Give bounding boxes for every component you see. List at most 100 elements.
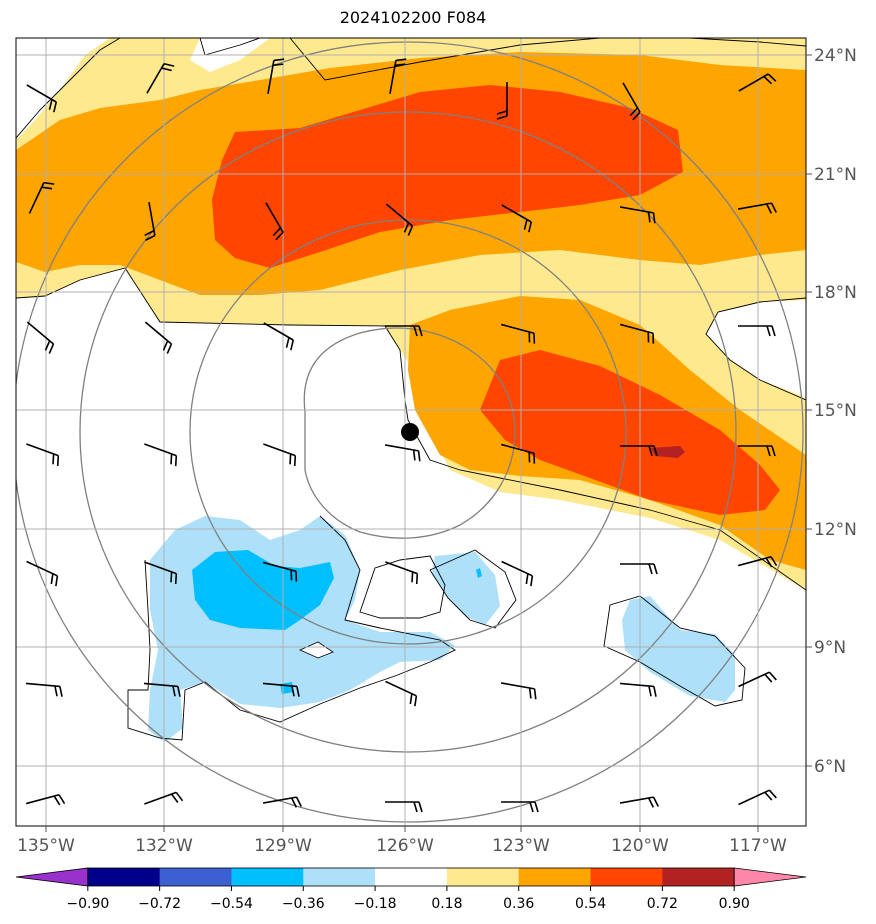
colorbar: −0.90 −0.72 −0.54 −0.36 −0.18 0.18 0.36 0.54 0.7…: [15, 867, 807, 912]
lon-label: 126°W: [376, 836, 434, 856]
wind-barb: [500, 323, 536, 344]
wind-barb: [619, 682, 657, 697]
lat-label: 15°N: [814, 401, 857, 421]
colorbar-tick-label: 0.72: [647, 896, 678, 912]
wind-barb: [738, 789, 777, 806]
fill-darkred: [650, 446, 685, 458]
wind-barbs: [25, 58, 778, 813]
wind-barb: [26, 321, 55, 354]
wind-barb: [385, 203, 414, 236]
wind-barb: [25, 682, 63, 697]
wind-barb: [262, 796, 302, 808]
colorbar-tick-label: 0.90: [719, 896, 750, 912]
wind-barb: [267, 58, 285, 95]
wind-barb: [738, 73, 777, 92]
wind-barb: [501, 560, 534, 587]
wind-barb: [28, 181, 55, 214]
wind-barb: [385, 325, 423, 337]
axis-ticks: [45, 54, 812, 832]
colorbar-cell: [231, 868, 304, 886]
fill-lightblue-small: [432, 552, 500, 625]
colorbar-cell: [159, 868, 232, 886]
range-rings: [16, 41, 804, 823]
wind-barb: [385, 561, 419, 585]
lon-label: 117°W: [729, 836, 787, 856]
wind-barb: [144, 201, 156, 241]
colorbar-cell: [446, 868, 520, 886]
lat-label: 12°N: [814, 520, 857, 540]
wind-barb: [738, 325, 776, 337]
wind-barb: [738, 445, 776, 457]
wind-barb: [496, 82, 508, 120]
wind-barb: [389, 58, 407, 95]
map-title: 2024102200 F084: [339, 8, 487, 27]
lon-label: 120°W: [611, 836, 669, 856]
wind-barb: [385, 680, 418, 707]
lat-label: 24°N: [814, 46, 857, 66]
wind-barb: [737, 555, 778, 568]
colorbar-extend-low: [15, 867, 89, 887]
colorbar-cell: [375, 868, 448, 886]
colorbar-cell: [590, 868, 663, 886]
lon-label: 129°W: [254, 836, 312, 856]
colorbar-tick-label: −0.36: [282, 896, 325, 912]
wind-barb: [501, 801, 539, 813]
wind-barb: [500, 682, 537, 700]
lat-label: 18°N: [814, 283, 857, 303]
wind-barb: [144, 791, 184, 805]
longitude-labels: 135°W 132°W 129°W 126°W 123°W 120°W 117°…: [17, 836, 787, 856]
colorbar-cell: [662, 868, 735, 886]
wind-barb: [620, 445, 658, 457]
colorbar-tick-label: 0.18: [431, 896, 462, 912]
wind-barb: [738, 671, 777, 688]
colorbar-cell: [87, 868, 161, 886]
wind-barb: [26, 560, 59, 587]
colorbar-tick-label: −0.72: [138, 896, 181, 912]
wind-barb: [26, 84, 58, 113]
wind-barb: [26, 443, 60, 467]
colorbar-cell: [518, 868, 592, 886]
lat-label: 21°N: [814, 165, 857, 185]
wind-barb: [737, 202, 777, 214]
wind-barb: [144, 321, 173, 354]
fill-lightblue-east: [622, 596, 735, 702]
wind-barb: [384, 444, 421, 462]
wind-barb: [263, 443, 297, 467]
wind-barb: [619, 796, 659, 808]
fill-white-topright: [706, 300, 806, 400]
lon-label: 135°W: [17, 836, 75, 856]
wind-barb: [385, 801, 423, 813]
latitude-labels: 24°N 21°N 18°N 15°N 12°N 9°N 6°N: [814, 46, 857, 777]
wind-barb: [143, 682, 181, 697]
plot-area: [16, 38, 806, 826]
wind-barb: [501, 204, 533, 233]
lon-label: 132°W: [135, 836, 193, 856]
wind-barb: [619, 323, 655, 344]
wind-barb: [265, 202, 284, 241]
colorbar-tick-label: −0.54: [210, 896, 253, 912]
colorbar-cell: [303, 868, 376, 886]
colorbar-tick-label: 0.54: [575, 896, 606, 912]
fill-white-topleft: [16, 38, 110, 140]
colorbar-tick-label: 0.36: [503, 896, 534, 912]
colorbar-frame: [87, 867, 735, 887]
fill-redorange-north: [212, 85, 683, 268]
wind-barb: [620, 563, 658, 575]
plot-frame: [15, 37, 807, 827]
wind-barb: [619, 206, 656, 224]
fill-deepskyblue-dot: [476, 568, 482, 578]
fill-white-hole: [299, 641, 334, 659]
wind-barb: [144, 561, 178, 585]
wind-barb: [263, 322, 295, 351]
wind-barb: [146, 62, 175, 94]
lat-label: 6°N: [814, 757, 846, 777]
lon-label: 123°W: [492, 836, 550, 856]
wind-barb: [262, 682, 300, 697]
lat-label: 9°N: [814, 638, 846, 658]
colorbar-extend-high: [733, 867, 807, 887]
wind-barb: [500, 443, 536, 464]
wind-barb: [144, 443, 178, 467]
wind-barb: [25, 793, 66, 806]
colorbar-tick-label: −0.18: [354, 896, 397, 912]
